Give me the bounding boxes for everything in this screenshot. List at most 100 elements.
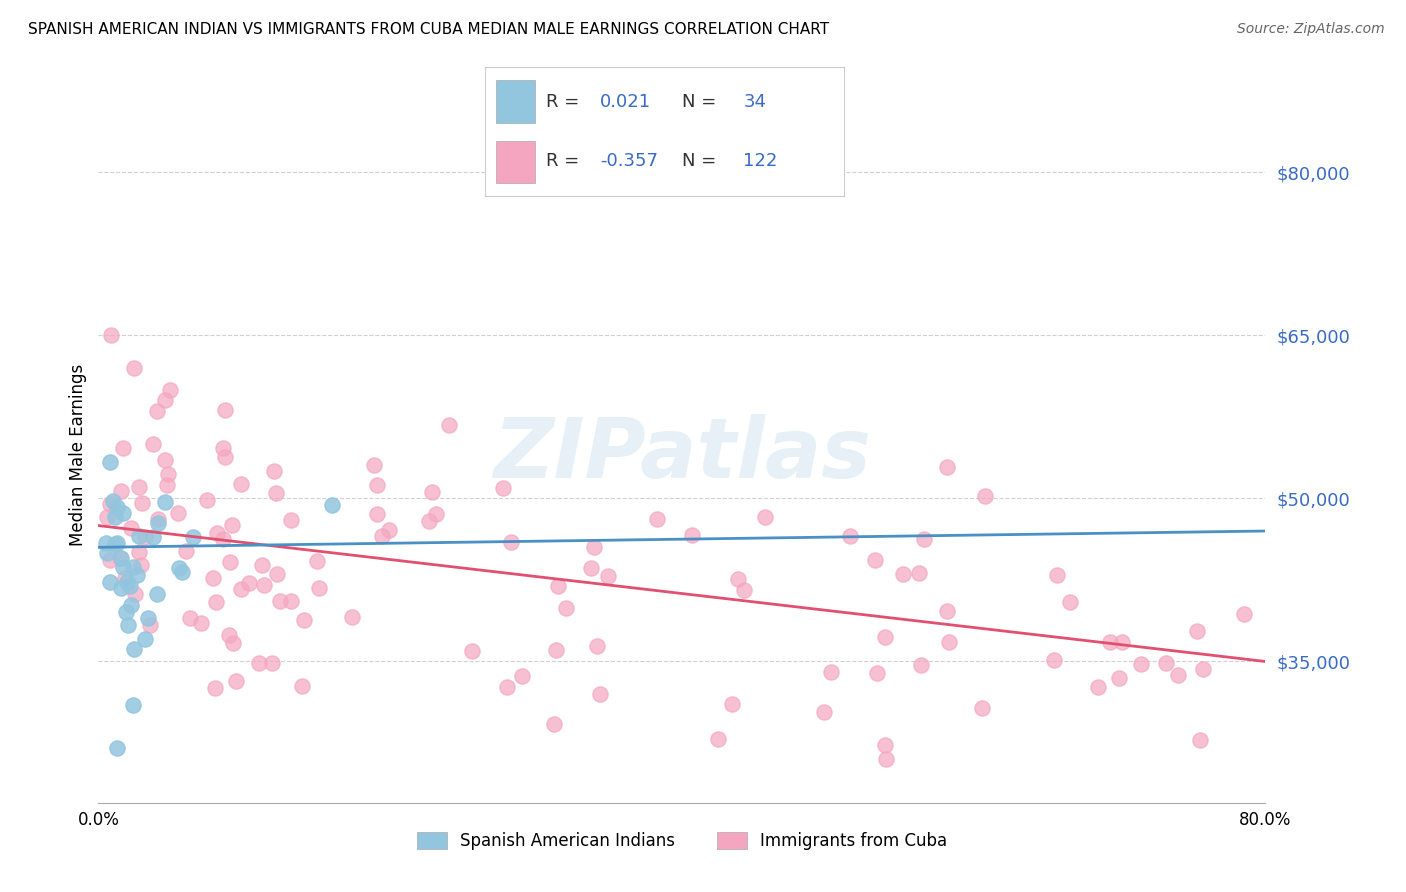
Text: 122: 122 [744, 153, 778, 170]
Point [908, 566, 931, 580]
Point [891, 567, 914, 582]
Point [1099, 634, 1122, 648]
Point [174, 543, 197, 558]
Point [418, 515, 440, 529]
Point [115, 606, 138, 620]
Point [105, 536, 128, 550]
Point [142, 437, 165, 451]
Point [754, 509, 776, 524]
Point [212, 532, 235, 546]
Point [128, 480, 150, 494]
Point [938, 635, 960, 649]
Point [121, 560, 143, 574]
Point [363, 458, 385, 472]
Point [425, 508, 447, 522]
Point [105, 500, 128, 515]
Point [124, 360, 146, 375]
Text: N =: N = [682, 153, 723, 170]
Point [263, 464, 285, 478]
Point [377, 523, 399, 537]
Point [218, 628, 240, 642]
Point [1130, 657, 1153, 671]
Point [146, 404, 169, 418]
Point [129, 558, 152, 573]
Point [371, 529, 394, 543]
Point [264, 486, 287, 500]
Point [1059, 595, 1081, 609]
Point [936, 604, 959, 618]
Point [181, 530, 204, 544]
Point [252, 558, 274, 573]
Point [155, 453, 177, 467]
Point [366, 478, 388, 492]
Point [146, 587, 169, 601]
Point [114, 571, 136, 585]
Point [420, 484, 443, 499]
Point [195, 493, 218, 508]
FancyBboxPatch shape [496, 79, 536, 122]
Point [491, 481, 513, 495]
Point [205, 595, 228, 609]
Text: -0.357: -0.357 [600, 153, 658, 170]
Point [105, 741, 128, 756]
Point [547, 579, 569, 593]
Point [733, 582, 755, 597]
Point [131, 496, 153, 510]
Point [134, 530, 156, 544]
Point [291, 679, 314, 693]
Point [125, 568, 148, 582]
Point [104, 537, 127, 551]
Text: 0.021: 0.021 [600, 93, 651, 111]
Point [108, 550, 131, 565]
Point [543, 717, 565, 731]
Point [170, 565, 193, 579]
Point [936, 460, 959, 475]
Point [589, 687, 612, 701]
Point [98, 455, 121, 469]
Point [139, 618, 162, 632]
Point [266, 566, 288, 581]
Point [307, 554, 329, 568]
Point [229, 477, 252, 491]
Point [972, 700, 994, 714]
Point [96, 535, 118, 549]
Point [98, 552, 121, 566]
Point [262, 656, 284, 670]
Point [225, 673, 247, 688]
Point [501, 535, 523, 549]
Point [865, 666, 887, 681]
Point [253, 577, 276, 591]
Point [820, 665, 842, 680]
Point [873, 630, 896, 644]
Point [1087, 680, 1109, 694]
Text: Source: ZipAtlas.com: Source: ZipAtlas.com [1237, 22, 1385, 37]
Point [148, 511, 170, 525]
Point [112, 506, 135, 520]
Point [100, 328, 122, 343]
Point [863, 553, 886, 567]
Point [1185, 624, 1208, 638]
Point [582, 540, 605, 554]
Point [1043, 653, 1066, 667]
Point [153, 495, 176, 509]
Text: N =: N = [682, 93, 723, 111]
Y-axis label: Median Male Earnings: Median Male Earnings [69, 364, 87, 546]
Point [128, 529, 150, 543]
Legend: Spanish American Indians, Immigrants from Cuba: Spanish American Indians, Immigrants fro… [411, 826, 953, 857]
Point [159, 383, 181, 397]
Point [1154, 656, 1177, 670]
Point [294, 613, 316, 627]
Point [1167, 668, 1189, 682]
Point [1111, 635, 1133, 649]
Point [280, 594, 302, 608]
Point [205, 525, 228, 540]
Point [342, 610, 364, 624]
Point [598, 569, 620, 583]
Point [875, 752, 897, 766]
Point [157, 467, 180, 482]
Point [110, 581, 132, 595]
Point [727, 572, 749, 586]
Point [179, 611, 201, 625]
Point [555, 600, 578, 615]
Point [112, 560, 135, 574]
